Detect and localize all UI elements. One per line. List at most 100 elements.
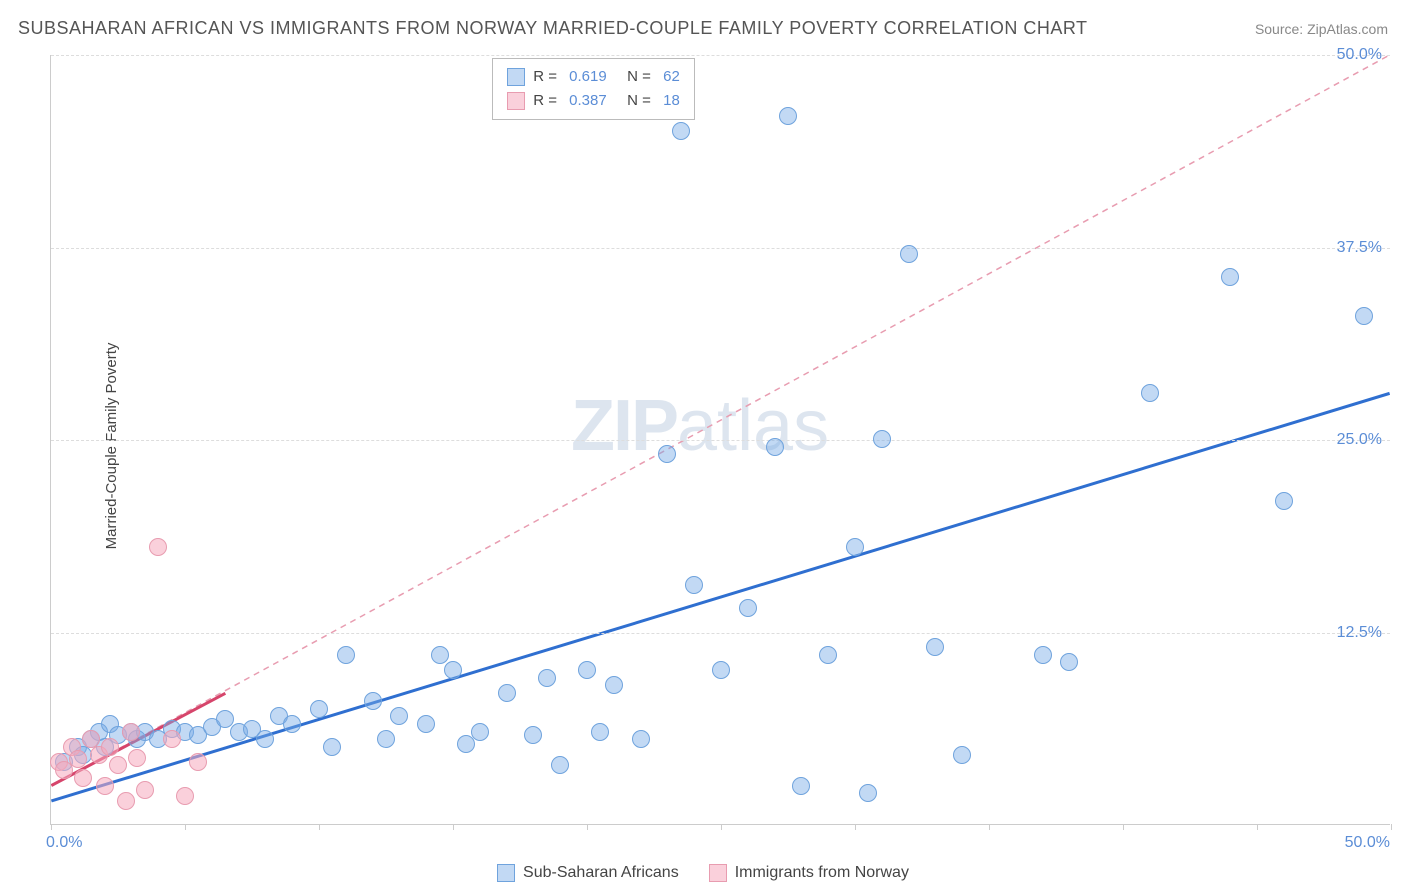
legend-bottom: Sub-Saharan Africans Immigrants from Norw… xyxy=(0,864,1406,882)
x-tick xyxy=(587,824,588,830)
scatter-point xyxy=(498,684,516,702)
x-tick xyxy=(453,824,454,830)
x-tick xyxy=(721,824,722,830)
scatter-point xyxy=(605,676,623,694)
scatter-point xyxy=(377,730,395,748)
scatter-point xyxy=(792,777,810,795)
gridline xyxy=(51,248,1390,249)
gridline xyxy=(51,440,1390,441)
y-tick-label: 12.5% xyxy=(1337,624,1382,642)
scatter-point xyxy=(658,445,676,463)
legend-swatch xyxy=(507,68,525,86)
scatter-point xyxy=(1060,653,1078,671)
title-bar: SUBSAHARAN AFRICAN VS IMMIGRANTS FROM NO… xyxy=(18,18,1388,39)
legend-bottom-item: Sub-Saharan Africans xyxy=(497,864,679,882)
legend-swatch xyxy=(497,864,515,882)
scatter-point xyxy=(672,122,690,140)
legend-r-value: 0.619 xyxy=(565,65,607,89)
scatter-point xyxy=(1221,268,1239,286)
legend-n-value: 62 xyxy=(659,65,680,89)
watermark: ZIPatlas xyxy=(571,385,829,467)
scatter-point xyxy=(953,746,971,764)
scatter-point xyxy=(256,730,274,748)
scatter-point xyxy=(524,726,542,744)
gridline xyxy=(51,55,1390,56)
legend-series-label: Immigrants from Norway xyxy=(735,864,909,882)
scatter-point xyxy=(444,661,462,679)
scatter-point xyxy=(471,723,489,741)
legend-r-value: 0.387 xyxy=(565,89,607,113)
scatter-point xyxy=(1355,307,1373,325)
scatter-point xyxy=(136,781,154,799)
legend-correlation-box: R = 0.619 N = 62R = 0.387 N = 18 xyxy=(492,58,695,120)
gridline xyxy=(51,633,1390,634)
x-max-label: 50.0% xyxy=(1345,834,1390,852)
scatter-point xyxy=(128,749,146,767)
x-tick xyxy=(1123,824,1124,830)
scatter-point xyxy=(1141,384,1159,402)
scatter-point xyxy=(163,730,181,748)
scatter-point xyxy=(578,661,596,679)
source-label: Source: ZipAtlas.com xyxy=(1255,21,1388,37)
scatter-point xyxy=(632,730,650,748)
scatter-point xyxy=(364,692,382,710)
chart-title: SUBSAHARAN AFRICAN VS IMMIGRANTS FROM NO… xyxy=(18,18,1088,39)
scatter-point xyxy=(96,777,114,795)
scatter-point xyxy=(1034,646,1052,664)
x-tick xyxy=(1257,824,1258,830)
scatter-point xyxy=(101,738,119,756)
scatter-point xyxy=(779,107,797,125)
scatter-point xyxy=(122,723,140,741)
scatter-point xyxy=(551,756,569,774)
legend-series-label: Sub-Saharan Africans xyxy=(523,864,679,882)
scatter-point xyxy=(846,538,864,556)
x-tick xyxy=(319,824,320,830)
x-origin-label: 0.0% xyxy=(46,834,82,852)
scatter-point xyxy=(685,576,703,594)
scatter-point xyxy=(74,769,92,787)
scatter-point xyxy=(926,638,944,656)
scatter-point xyxy=(859,784,877,802)
legend-swatch xyxy=(507,92,525,110)
legend-n-value: 18 xyxy=(659,89,680,113)
scatter-point xyxy=(337,646,355,664)
scatter-point xyxy=(323,738,341,756)
scatter-point xyxy=(189,753,207,771)
scatter-point xyxy=(591,723,609,741)
legend-r-label: R = xyxy=(533,65,557,89)
scatter-point xyxy=(117,792,135,810)
scatter-point xyxy=(431,646,449,664)
scatter-point xyxy=(819,646,837,664)
scatter-point xyxy=(1275,492,1293,510)
plot-area: ZIPatlas 12.5%25.0%37.5%50.0%0.0%50.0% xyxy=(50,55,1390,825)
legend-row: R = 0.387 N = 18 xyxy=(507,89,680,113)
x-tick xyxy=(1391,824,1392,830)
y-tick-label: 50.0% xyxy=(1337,46,1382,64)
scatter-point xyxy=(109,756,127,774)
x-tick xyxy=(989,824,990,830)
legend-swatch xyxy=(709,864,727,882)
legend-bottom-item: Immigrants from Norway xyxy=(709,864,909,882)
scatter-point xyxy=(69,750,87,768)
scatter-point xyxy=(390,707,408,725)
scatter-point xyxy=(283,715,301,733)
scatter-point xyxy=(900,245,918,263)
x-tick xyxy=(855,824,856,830)
legend-r-label: R = xyxy=(533,89,557,113)
legend-row: R = 0.619 N = 62 xyxy=(507,65,680,89)
scatter-point xyxy=(176,787,194,805)
y-tick-label: 25.0% xyxy=(1337,431,1382,449)
scatter-point xyxy=(739,599,757,617)
watermark-atlas: atlas xyxy=(677,386,829,466)
scatter-point xyxy=(873,430,891,448)
x-tick xyxy=(51,824,52,830)
legend-n-label: N = xyxy=(615,89,651,113)
x-tick xyxy=(185,824,186,830)
scatter-point xyxy=(766,438,784,456)
y-tick-label: 37.5% xyxy=(1337,239,1382,257)
scatter-point xyxy=(538,669,556,687)
scatter-point xyxy=(417,715,435,733)
legend-n-label: N = xyxy=(615,65,651,89)
scatter-point xyxy=(310,700,328,718)
scatter-point xyxy=(712,661,730,679)
